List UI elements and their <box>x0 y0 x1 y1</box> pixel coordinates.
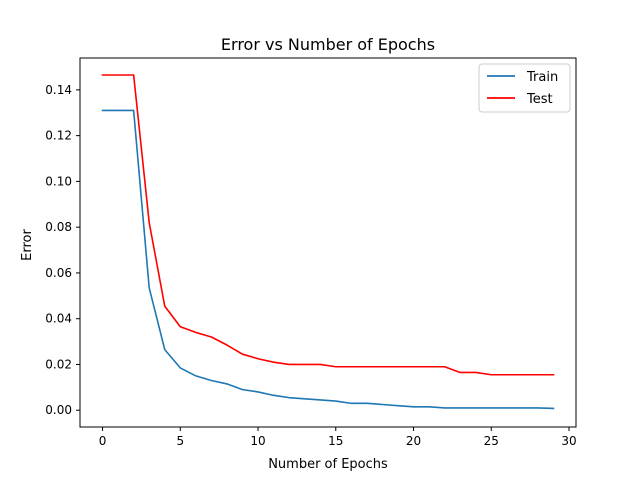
y-tick-label: 0.10 <box>45 174 72 188</box>
y-tick-label: 0.02 <box>45 357 72 371</box>
series-layer <box>101 74 555 410</box>
y-tick-label: 0.14 <box>45 83 72 97</box>
x-tick-label: 10 <box>250 434 265 448</box>
x-tick-label: 30 <box>561 434 576 448</box>
y-tick-label: 0.04 <box>45 312 72 326</box>
legend-label-train: Train <box>526 70 558 85</box>
series-line-train <box>101 109 555 410</box>
legend-entries: Train Test <box>487 70 558 107</box>
y-tick-label: 0.08 <box>45 220 72 234</box>
x-tick-label: 25 <box>484 434 499 448</box>
x-tick-label: 20 <box>406 434 421 448</box>
series-line-test <box>101 74 555 376</box>
x-tick-label: 5 <box>176 434 184 448</box>
y-tick-label: 0.12 <box>45 129 72 143</box>
plot-frame <box>79 57 577 428</box>
y-axis-label: Error <box>20 229 35 261</box>
chart-title: Error vs Number of Epochs <box>221 35 435 54</box>
legend: Train Test <box>478 63 571 113</box>
legend-label-test: Test <box>526 92 553 107</box>
x-axis-label: Number of Epochs <box>268 457 388 472</box>
x-tick-label: 0 <box>99 434 107 448</box>
y-tick-label: 0.00 <box>45 403 72 417</box>
ticks-layer: 0 5 10 15 20 25 30 0.00 0.02 0.04 0.06 0.08 0.10 0.12… <box>45 83 576 448</box>
y-tick-label: 0.06 <box>45 266 72 280</box>
x-tick-label: 15 <box>328 434 343 448</box>
